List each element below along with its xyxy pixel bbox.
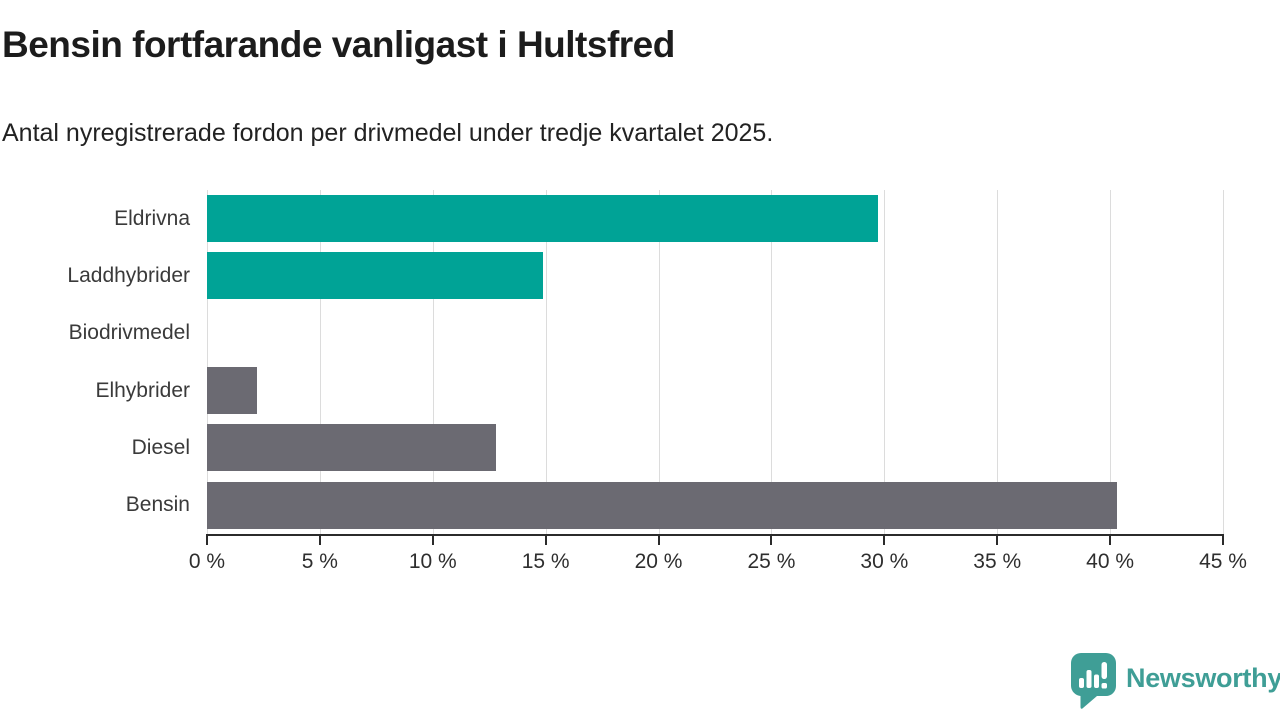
gridline xyxy=(884,190,886,534)
x-tick-label: 15 % xyxy=(521,550,570,573)
x-tick-label: 25 % xyxy=(747,550,796,573)
bar-laddhybrider xyxy=(207,252,544,300)
bar-bensin xyxy=(207,481,1117,529)
x-tick-label: 0 % xyxy=(188,550,226,573)
bar-row-laddhybrider: Laddhybrider xyxy=(67,247,1223,304)
bar-row-diesel: Diesel xyxy=(132,419,1223,476)
bar-elhybrider xyxy=(207,367,257,414)
chart-subtitle: Antal nyregistrerade fordon per drivmede… xyxy=(2,119,774,147)
bar-row-biodrivmedel: Biodrivmedel xyxy=(69,305,1223,362)
x-axis-tick xyxy=(657,536,660,545)
category-label-laddhybrider: Laddhybrider xyxy=(67,263,190,287)
category-label-bensin: Bensin xyxy=(125,493,190,517)
x-tick-label: 5 % xyxy=(301,550,338,573)
category-label-elhybrider: Elhybrider xyxy=(95,378,190,402)
gridline xyxy=(771,190,773,534)
gridline xyxy=(545,190,547,534)
chart-title: Bensin fortfarande vanligast i Hultsfred xyxy=(2,24,675,65)
gridline xyxy=(319,190,321,534)
gridline xyxy=(658,190,660,534)
x-tick-label: 20 % xyxy=(634,550,683,573)
x-axis-tick xyxy=(544,536,547,545)
x-axis-tick xyxy=(883,536,886,545)
gridline xyxy=(432,190,434,534)
newsworthy-logo: Newsworthy xyxy=(1070,652,1280,710)
x-tick-label: 45 % xyxy=(1199,550,1247,573)
x-axis-tick xyxy=(1109,536,1112,545)
gridline xyxy=(1223,190,1224,534)
x-tick-label: 35 % xyxy=(973,550,1022,573)
category-label-biodrivmedel: Biodrivmedel xyxy=(68,321,190,345)
x-axis-tick xyxy=(1222,536,1224,545)
x-axis-line xyxy=(206,534,1224,536)
bar-eldrivna xyxy=(207,195,878,242)
newsworthy-logo-text: Newsworthy xyxy=(1126,663,1280,693)
x-tick-label: 40 % xyxy=(1086,550,1135,573)
category-label-eldrivna: Eldrivna xyxy=(114,206,190,230)
x-axis-tick xyxy=(318,536,321,545)
x-axis-tick xyxy=(996,536,999,545)
plot-area: Eldrivna Laddhybrider Biodrivmedel Elhybrid… xyxy=(67,190,1247,573)
newsworthy-logo-icon xyxy=(1071,653,1116,709)
bar-diesel xyxy=(207,424,496,472)
x-axis-tick xyxy=(206,536,208,545)
x-tick-label: 10 % xyxy=(408,550,457,573)
x-tick-label: 30 % xyxy=(860,550,909,573)
x-axis-tick xyxy=(770,536,773,545)
bar-row-bensin: Bensin xyxy=(126,477,1223,534)
category-label-diesel: Diesel xyxy=(131,435,190,459)
bar-row-eldrivna: Eldrivna xyxy=(114,190,1223,247)
gridline xyxy=(207,190,208,534)
gridline xyxy=(997,190,999,534)
bar-row-elhybrider: Elhybrider xyxy=(95,362,1223,419)
gridline xyxy=(1110,190,1112,534)
x-axis-tick xyxy=(431,536,434,545)
